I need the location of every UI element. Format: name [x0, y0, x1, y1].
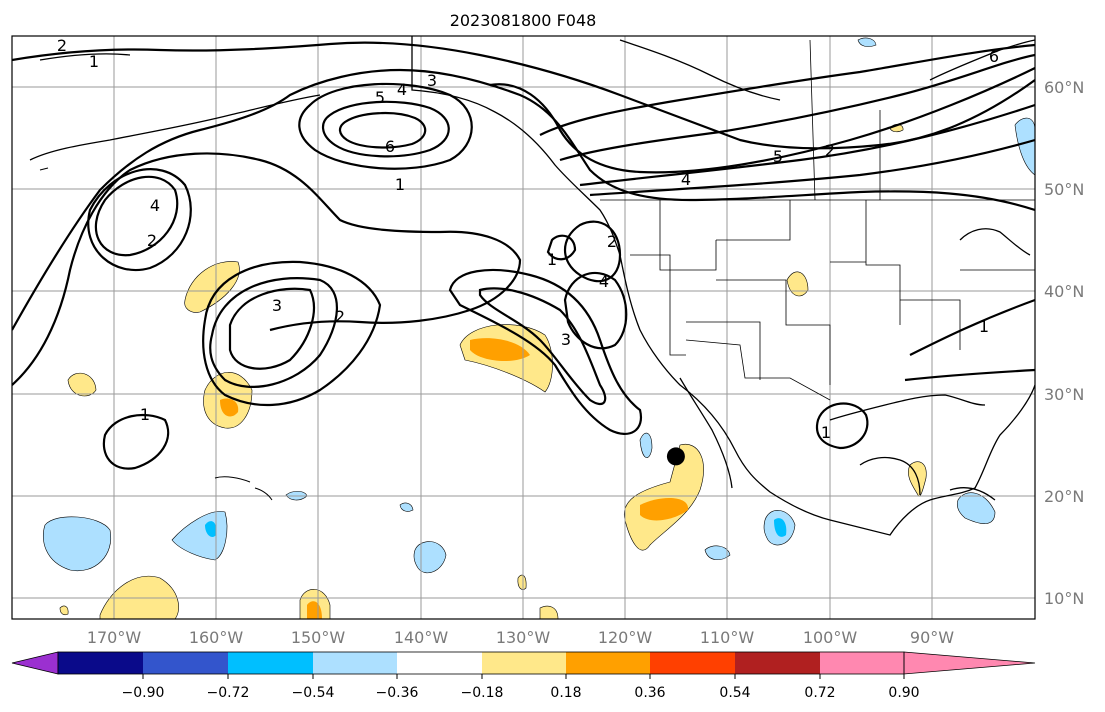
- colorbar-segment: [820, 652, 904, 674]
- graticule: [12, 36, 1035, 619]
- lat-tick-label: 60°N: [1044, 78, 1084, 97]
- contour-label: 4: [150, 196, 160, 215]
- colorbar-segment: [735, 652, 820, 674]
- coastlines: [29, 36, 1035, 536]
- lat-tick-label: 10°N: [1044, 589, 1084, 608]
- contour-label: 4: [599, 272, 609, 291]
- map-frame: [11, 35, 1036, 620]
- colorbar-label: −0.72: [207, 685, 250, 701]
- figure-title: 2023081800 F048: [450, 11, 597, 30]
- colorbar-label: −0.36: [376, 685, 419, 701]
- colorbar-label: 0.36: [634, 685, 665, 701]
- lon-tick-label: 100°W: [803, 628, 858, 647]
- colorbar-segment: [566, 652, 650, 674]
- lon-tick-label: 110°W: [700, 628, 755, 647]
- lat-tick-label: 50°N: [1044, 180, 1084, 199]
- lon-tick-label: 150°W: [291, 628, 346, 647]
- contour-label: 3: [427, 71, 437, 90]
- colorbar-segment: [482, 652, 566, 674]
- contour-label: 2: [825, 141, 835, 160]
- colorbar-segment: [143, 652, 228, 674]
- contour-label: 1: [979, 317, 989, 336]
- contour-label: 5: [773, 147, 783, 166]
- contour-label: 2: [607, 232, 617, 251]
- colorbar-segment: [228, 652, 313, 674]
- islands: [39, 167, 273, 501]
- storm-position-marker: [666, 447, 685, 466]
- lat-tick-label: 40°N: [1044, 282, 1084, 301]
- contour-label: 6: [989, 47, 999, 66]
- colorbar-label: 0.18: [550, 685, 581, 701]
- colorbar: −0.90 −0.72 −0.54 −0.36 −0.18 0.18 0.36 …: [11, 651, 1036, 701]
- colorbar-segment: [397, 652, 482, 674]
- contour-label: 1: [140, 405, 150, 424]
- contour-label: 1: [395, 175, 405, 194]
- contour-label: 1: [547, 250, 557, 269]
- colorbar-segment: [313, 652, 397, 674]
- contour-label: 3: [272, 296, 282, 315]
- colorbar-segment: [58, 652, 143, 674]
- contour-label: 6: [385, 137, 395, 156]
- contour-label: 4: [397, 80, 407, 99]
- contour-labels: 2 1 3 4 5 6 1 6 5 4 4 2 2 1 2 4 3 2 3 1 …: [57, 36, 999, 442]
- latitude-tick-labels: 60°N 50°N 40°N 30°N 20°N 10°N: [1044, 78, 1084, 608]
- political-borders: [600, 39, 1035, 401]
- lon-tick-label: 140°W: [394, 628, 449, 647]
- lat-tick-label: 30°N: [1044, 385, 1084, 404]
- contour-label: 2: [147, 231, 157, 250]
- contour-label: 4: [681, 170, 691, 189]
- contour-label: 1: [89, 52, 99, 71]
- map-area: 2 1 3 4 5 6 1 6 5 4 4 2 2 1 2 4 3 2 3 1 …: [12, 36, 1035, 619]
- colorbar-label: −0.54: [292, 685, 335, 701]
- lat-tick-label: 20°N: [1044, 487, 1084, 506]
- contour-label: 5: [375, 88, 385, 107]
- contour-label: 1: [821, 423, 831, 442]
- lon-tick-label: 120°W: [598, 628, 653, 647]
- colorbar-segment: [650, 652, 735, 674]
- lon-tick-label: 90°W: [910, 628, 954, 647]
- colorbar-label: −0.18: [461, 685, 504, 701]
- longitude-tick-labels: 170°W 160°W 150°W 140°W 130°W 120°W 110°…: [87, 628, 954, 647]
- contour-label: 3: [561, 330, 571, 349]
- lon-tick-label: 130°W: [496, 628, 551, 647]
- contour-label: 2: [335, 307, 345, 326]
- lon-tick-label: 160°W: [189, 628, 244, 647]
- colorbar-extend-high: [903, 651, 1036, 675]
- colorbar-label: 0.72: [804, 685, 835, 701]
- colorbar-label: 0.54: [719, 685, 750, 701]
- colorbar-extend-low: [11, 651, 59, 675]
- lon-tick-label: 170°W: [87, 628, 142, 647]
- colorbar-label: 0.90: [888, 685, 919, 701]
- contour-lines: [12, 41, 1035, 470]
- contour-label: 2: [57, 36, 67, 55]
- colorbar-label: −0.90: [122, 685, 165, 701]
